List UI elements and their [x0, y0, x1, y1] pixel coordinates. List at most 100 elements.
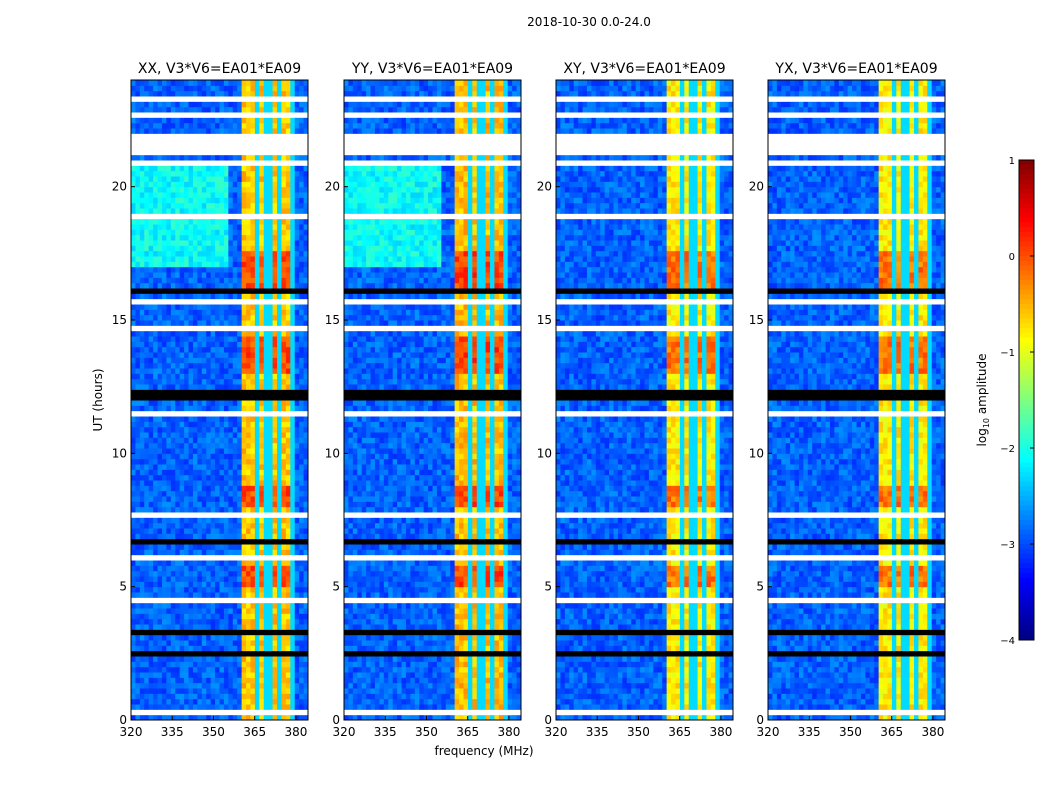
heatmap-cell	[237, 400, 243, 406]
heatmap-cell	[290, 464, 296, 470]
heatmap-cell	[201, 186, 207, 193]
heatmap-cell	[157, 645, 163, 652]
heatmap-cell	[436, 677, 442, 684]
heatmap-cell	[148, 565, 154, 572]
heatmap-cell	[303, 293, 309, 300]
heatmap-cell	[254, 304, 260, 310]
heatmap-cell	[507, 645, 513, 652]
heatmap-cell	[294, 656, 300, 662]
heatmap-cell	[215, 314, 220, 321]
heatmap-cell	[401, 640, 407, 646]
heatmap-cell	[272, 202, 278, 209]
heatmap-cell	[232, 181, 238, 188]
heatmap-cell	[228, 448, 234, 454]
heatmap-cell	[250, 693, 256, 700]
heatmap-cell	[463, 688, 469, 694]
heatmap-cell	[135, 304, 141, 310]
heatmap-cell	[228, 117, 234, 124]
heatmap-cell	[259, 170, 265, 177]
heatmap-cell	[268, 448, 274, 454]
heatmap-cell	[161, 608, 167, 614]
heatmap-cell	[232, 560, 238, 566]
heatmap-cell	[285, 464, 291, 470]
heatmap-cell	[361, 693, 367, 700]
heatmap-cell	[215, 122, 220, 129]
heatmap-cell	[397, 693, 403, 700]
heatmap-cell	[188, 256, 194, 262]
heatmap-cell	[259, 224, 265, 230]
heatmap-cell	[144, 181, 150, 188]
heatmap-cell	[463, 640, 469, 646]
heatmap-cell	[237, 682, 243, 689]
heatmap-cell	[148, 272, 154, 278]
heatmap-cell	[272, 661, 278, 668]
heatmap-cell	[290, 672, 296, 678]
heatmap-cell	[277, 624, 282, 630]
heatmap-cell	[175, 224, 181, 230]
heatmap-cell	[268, 432, 274, 438]
heatmap-cell	[210, 581, 216, 588]
heatmap-cell	[153, 165, 159, 172]
heatmap-cell	[281, 576, 287, 582]
heatmap-cell	[139, 528, 145, 534]
heatmap-cell	[135, 250, 141, 257]
heatmap-cell	[206, 384, 212, 390]
heatmap-cell	[352, 698, 358, 705]
heatmap-cell	[223, 186, 229, 193]
heatmap-cell	[201, 714, 207, 721]
heatmap-cell	[237, 90, 243, 97]
heatmap-cell	[144, 256, 150, 262]
heatmap-cell	[357, 576, 363, 582]
heatmap-cell	[223, 602, 229, 609]
heatmap-cell	[175, 293, 181, 300]
heatmap-cell	[472, 672, 478, 678]
heatmap-cell	[481, 581, 487, 588]
heatmap-cell	[294, 464, 300, 470]
heatmap-cell	[241, 192, 247, 198]
heatmap-cell	[166, 586, 172, 593]
heatmap-cell	[157, 528, 163, 534]
heatmap-cell	[410, 645, 416, 652]
heatmap-cell	[299, 208, 305, 214]
heatmap-cell	[131, 170, 136, 177]
heatmap-cell	[228, 480, 234, 486]
heatmap-cell	[184, 549, 190, 556]
heatmap-cell	[170, 517, 176, 524]
heatmap-cell	[139, 490, 145, 497]
heatmap-cell	[281, 330, 287, 337]
heatmap-cell	[201, 570, 207, 577]
heatmap-cell	[192, 128, 198, 134]
heatmap-cell	[463, 576, 469, 582]
heatmap-cell	[263, 656, 269, 662]
heatmap-cell	[237, 256, 243, 262]
heatmap-cell	[232, 496, 238, 502]
heatmap-cell	[294, 261, 300, 268]
heatmap-cell	[188, 480, 194, 486]
heatmap-cell	[153, 640, 159, 646]
heatmap-cell	[241, 261, 247, 268]
heatmap-cell	[272, 693, 278, 700]
heatmap-cell	[139, 672, 145, 678]
heatmap-cell	[148, 90, 154, 97]
heatmap-cell	[294, 101, 300, 108]
heatmap-cell	[299, 320, 305, 326]
heatmap-cell	[206, 202, 212, 209]
heatmap-cell	[423, 570, 429, 577]
heatmap-cell	[254, 320, 260, 326]
heatmap-cell	[250, 330, 256, 337]
heatmap-cell	[166, 378, 172, 385]
heatmap-cell	[148, 256, 154, 262]
heatmap-cell	[250, 421, 256, 428]
heatmap-cell	[166, 80, 172, 86]
heatmap-cell	[516, 608, 522, 614]
heatmap-cell	[215, 528, 220, 534]
heatmap-cell	[210, 528, 216, 534]
heatmap-cell	[197, 533, 203, 540]
heatmap-cell	[184, 293, 190, 300]
heatmap-cell	[272, 586, 278, 593]
heatmap-cell	[223, 448, 229, 454]
heatmap-cell	[192, 442, 198, 449]
heatmap-cell	[344, 565, 349, 572]
heatmap-cell	[241, 336, 247, 342]
heatmap-cell	[153, 448, 159, 454]
